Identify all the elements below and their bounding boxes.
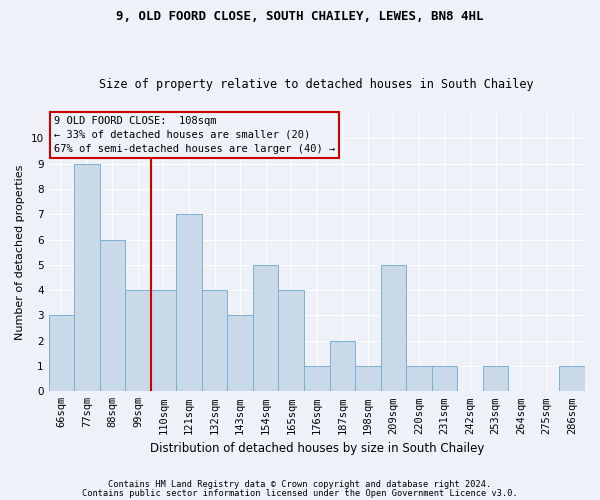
Text: Contains public sector information licensed under the Open Government Licence v3: Contains public sector information licen…: [82, 488, 518, 498]
Bar: [100, 240, 125, 392]
Bar: [483, 366, 508, 392]
Text: 9 OLD FOORD CLOSE:  108sqm
← 33% of detached houses are smaller (20)
67% of semi: 9 OLD FOORD CLOSE: 108sqm ← 33% of detac…: [54, 116, 335, 154]
X-axis label: Distribution of detached houses by size in South Chailey: Distribution of detached houses by size …: [149, 442, 484, 455]
Bar: [432, 366, 457, 392]
Bar: [329, 340, 355, 392]
Text: Contains HM Land Registry data © Crown copyright and database right 2024.: Contains HM Land Registry data © Crown c…: [109, 480, 491, 489]
Bar: [278, 290, 304, 392]
Bar: [406, 366, 432, 392]
Text: 9, OLD FOORD CLOSE, SOUTH CHAILEY, LEWES, BN8 4HL: 9, OLD FOORD CLOSE, SOUTH CHAILEY, LEWES…: [116, 10, 484, 23]
Bar: [202, 290, 227, 392]
Bar: [227, 316, 253, 392]
Bar: [253, 265, 278, 392]
Bar: [304, 366, 329, 392]
Bar: [125, 290, 151, 392]
Bar: [355, 366, 380, 392]
Title: Size of property relative to detached houses in South Chailey: Size of property relative to detached ho…: [100, 78, 534, 91]
Bar: [49, 316, 74, 392]
Bar: [559, 366, 585, 392]
Bar: [151, 290, 176, 392]
Bar: [176, 214, 202, 392]
Bar: [74, 164, 100, 392]
Bar: [380, 265, 406, 392]
Y-axis label: Number of detached properties: Number of detached properties: [15, 164, 25, 340]
